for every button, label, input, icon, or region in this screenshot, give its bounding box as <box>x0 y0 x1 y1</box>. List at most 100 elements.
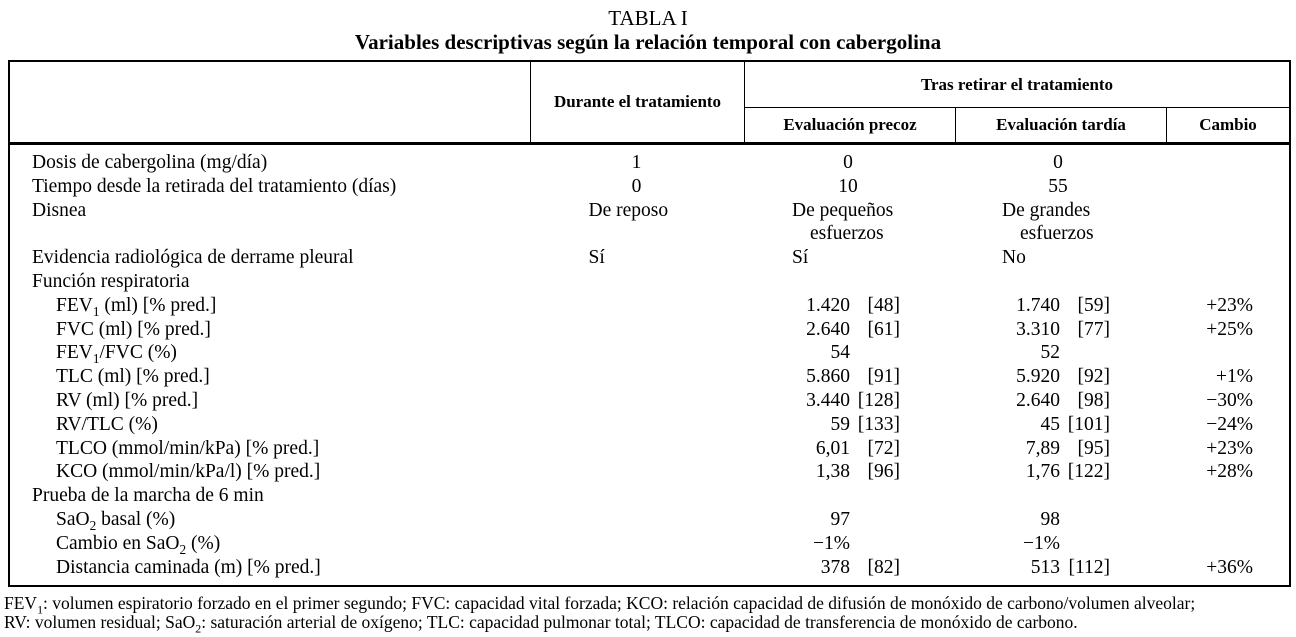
header-after-treatment-group: Tras retirar el tratamiento Evaluación p… <box>745 62 1289 142</box>
cell-change <box>1163 246 1289 270</box>
cell-during-treatment <box>530 413 743 437</box>
footnote-line-2: RV: volumen residual; SaO2: saturación a… <box>4 612 1078 636</box>
row-label: FVC (ml) [% pred.] <box>56 318 211 340</box>
table-row: FEV1 (ml) [% pred.] 1.420 [48] 1.740 [59] … <box>10 294 1289 318</box>
table-row: TLC (ml) [% pred.] 5.860 [91] 5.920 [92] +… <box>10 365 1289 389</box>
cell-change: −24% <box>1206 413 1253 435</box>
cell-change: −30% <box>1206 389 1253 411</box>
cell-early-evaluation: 378 [82] <box>820 556 900 578</box>
cell-late-evaluation: 2.640 [98] <box>1016 389 1110 411</box>
cell-late-evaluation: 52 <box>1040 342 1061 364</box>
table-row: RV (ml) [% pred.] 3.440 [128] 2.640 [98] −… <box>10 389 1289 413</box>
cell-early-evaluation: 1,38 [96] <box>815 461 900 483</box>
cell-change: +36% <box>1206 556 1253 578</box>
table-row: Cambio en SaO2 (%) −1% −1% <box>10 532 1289 556</box>
cell-late-evaluation: 1.740 [59] <box>1016 294 1110 316</box>
cell-change <box>1163 484 1289 508</box>
cell-early-evaluation: 97 <box>830 508 851 530</box>
cell-early-evaluation: 5.860 [91] <box>806 366 900 388</box>
cell-late-evaluation <box>953 484 1163 508</box>
cell-during-treatment <box>530 484 743 508</box>
cell-during-treatment <box>530 460 743 484</box>
cell-early-evaluation <box>743 270 953 294</box>
header-change: Cambio <box>1199 115 1257 134</box>
cell-early-evaluation: 6,01 [72] <box>815 437 900 459</box>
cell-during-treatment: Sí <box>588 247 605 269</box>
row-label: RV/TLC (%) <box>56 413 158 435</box>
cell-late-evaluation: 98 <box>1040 508 1061 530</box>
table-row: Dosis de cabergolina (mg/día) 1 0 0 <box>10 151 1289 175</box>
row-label: FEV1 (ml) [% pred.] <box>56 294 217 319</box>
table-title: Variables descriptivas según la relación… <box>354 30 942 54</box>
cell-late-evaluation: De grandes esfuerzos <box>1002 199 1094 245</box>
cell-change <box>1163 508 1289 532</box>
table-caption: TABLA I Variables descriptivas según la … <box>0 6 1296 54</box>
cell-during-treatment <box>530 365 743 389</box>
cell-late-evaluation: 513 [112] <box>1030 556 1110 578</box>
cell-early-evaluation: Sí <box>792 247 809 269</box>
data-table: Durante el tratamiento Tras retirar el t… <box>8 60 1291 587</box>
cell-during-treatment <box>530 532 743 556</box>
cell-change <box>1163 532 1289 556</box>
cell-change: +23% <box>1206 437 1253 459</box>
row-label: RV (ml) [% pred.] <box>56 389 199 411</box>
cell-change: +25% <box>1206 318 1253 340</box>
cell-early-evaluation: 2.640 [61] <box>806 318 900 340</box>
cell-during-treatment <box>530 508 743 532</box>
cell-change: +23% <box>1206 294 1253 316</box>
cell-during-treatment <box>530 318 743 342</box>
cell-late-evaluation: 3.310 [77] <box>1016 318 1110 340</box>
cell-change <box>1163 175 1289 199</box>
header-during-treatment: Durante el tratamiento <box>531 62 745 142</box>
cell-change <box>1163 199 1289 247</box>
header-early-evaluation: Evaluación precoz <box>745 108 956 142</box>
header-empty-cell <box>10 62 531 142</box>
cell-change <box>1163 270 1289 294</box>
cell-early-evaluation: De pequeños esfuerzos <box>792 199 894 245</box>
table-header: Durante el tratamiento Tras retirar el t… <box>10 62 1289 145</box>
row-label: Distancia caminada (m) [% pred.] <box>56 556 321 578</box>
cell-change <box>1163 341 1289 365</box>
cell-early-evaluation: 3.440 [128] <box>806 389 900 411</box>
table-row: Tiempo desde la retirada del tratamiento… <box>10 175 1289 199</box>
row-label: TLCO (mmol/min/kPa) [% pred.] <box>56 437 320 459</box>
row-label: KCO (mmol/min/kPa/l) [% pred.] <box>56 461 321 483</box>
cell-during-treatment <box>530 341 743 365</box>
cell-late-evaluation: 0 <box>1053 152 1063 173</box>
row-label: Función respiratoria <box>32 270 190 292</box>
header-after-treatment: Tras retirar el tratamiento <box>745 62 1289 108</box>
cell-late-evaluation: 5.920 [92] <box>1016 366 1110 388</box>
cell-during-treatment: De reposo <box>588 199 669 221</box>
cell-during-treatment: 1 <box>631 152 642 173</box>
row-label: Tiempo desde la retirada del tratamiento… <box>32 175 397 197</box>
table-row: RV/TLC (%) 59 [133] 45 [101] −24% <box>10 413 1289 437</box>
cell-late-evaluation: −1% <box>1023 532 1060 554</box>
table-row: Disnea De reposo De pequeños esfuerzos De… <box>10 199 1289 247</box>
table-row: FVC (ml) [% pred.] 2.640 [61] 3.310 [77] +… <box>10 318 1289 342</box>
cell-late-evaluation: 7,89 [95] <box>1025 437 1110 459</box>
table-row: Distancia caminada (m) [% pred.] 378 [82]… <box>10 556 1289 580</box>
cell-late-evaluation: 1,76 [122] <box>1025 461 1110 483</box>
cell-change <box>1163 151 1289 175</box>
header-subrow: Evaluación precoz Evaluación tardía Camb… <box>745 108 1289 142</box>
table-row: Evidencia radiológica de derrame pleural… <box>10 246 1289 270</box>
cell-late-evaluation <box>953 270 1163 294</box>
cell-change: +1% <box>1216 366 1253 388</box>
cell-early-evaluation: 54 <box>830 342 851 364</box>
row-label: Disnea <box>32 199 87 221</box>
table-row: Función respiratoria <box>10 270 1289 294</box>
row-label: Dosis de cabergolina (mg/día) <box>32 152 268 173</box>
cell-late-evaluation: 55 <box>1048 175 1068 197</box>
cell-early-evaluation: 10 <box>838 175 858 197</box>
table-row: FEV1/FVC (%) 54 52 <box>10 341 1289 365</box>
cell-early-evaluation: 1.420 [48] <box>806 294 900 316</box>
cell-late-evaluation: 45 [101] <box>1040 413 1111 435</box>
cell-early-evaluation: 0 <box>843 152 853 173</box>
footnote-line-1: FEV1: volumen espiratorio forzado en el … <box>4 593 1196 617</box>
table-footnote: FEV1: volumen espiratorio forzado en el … <box>4 593 1294 636</box>
table-row: SaO2 basal (%) 97 98 <box>10 508 1289 532</box>
row-label: Cambio en SaO2 (%) <box>56 532 221 557</box>
table-number: TABLA I <box>608 6 688 30</box>
cell-during-treatment <box>530 437 743 461</box>
cell-during-treatment <box>530 556 743 580</box>
